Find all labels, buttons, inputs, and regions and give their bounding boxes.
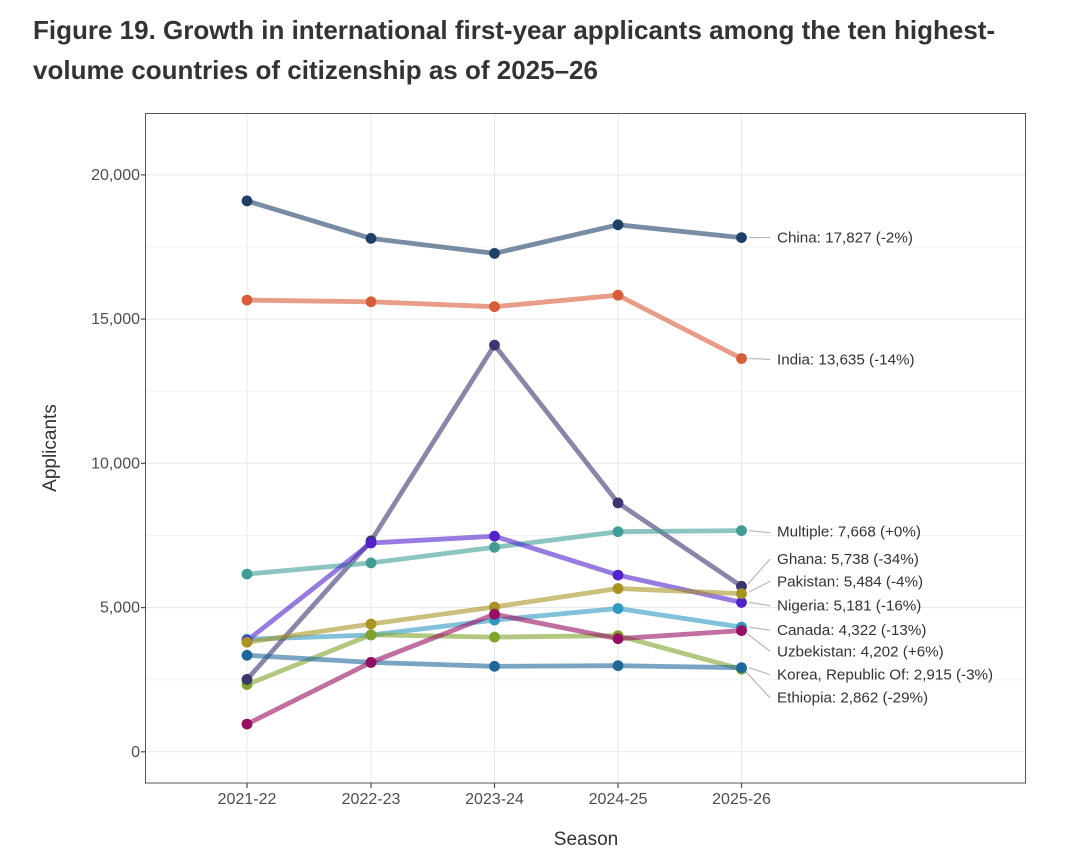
svg-text:Multiple: 7,668 (+0%): Multiple: 7,668 (+0%) [777,524,921,541]
svg-text:20,000: 20,000 [91,167,140,184]
svg-text:2022-23: 2022-23 [342,791,401,808]
svg-text:10,000: 10,000 [91,455,140,472]
svg-text:15,000: 15,000 [91,311,140,328]
svg-text:2023-24: 2023-24 [465,791,524,808]
svg-text:Uzbekistan: 4,202 (+6%): Uzbekistan: 4,202 (+6%) [777,643,944,660]
svg-text:2024-25: 2024-25 [589,791,648,808]
svg-text:Canada: 4,322 (-13%): Canada: 4,322 (-13%) [777,622,926,639]
svg-text:0: 0 [131,744,140,761]
svg-text:Pakistan: 5,484 (-4%): Pakistan: 5,484 (-4%) [777,573,923,590]
svg-text:2021-22: 2021-22 [218,791,277,808]
svg-text:Applicants: Applicants [40,404,61,492]
svg-text:China: 17,827 (-2%): China: 17,827 (-2%) [777,230,913,247]
svg-text:Ethiopia: 2,862 (-29%): Ethiopia: 2,862 (-29%) [777,690,928,707]
svg-text:Season: Season [554,829,618,850]
svg-text:Korea, Republic Of: 2,915 (-3%: Korea, Republic Of: 2,915 (-3%) [777,667,993,684]
svg-text:5,000: 5,000 [100,600,140,617]
svg-text:India: 13,635 (-14%): India: 13,635 (-14%) [777,351,915,368]
svg-text:Nigeria: 5,181 (-16%): Nigeria: 5,181 (-16%) [777,598,921,615]
svg-text:Ghana: 5,738 (-34%): Ghana: 5,738 (-34%) [777,551,919,568]
svg-text:2025-26: 2025-26 [712,791,771,808]
